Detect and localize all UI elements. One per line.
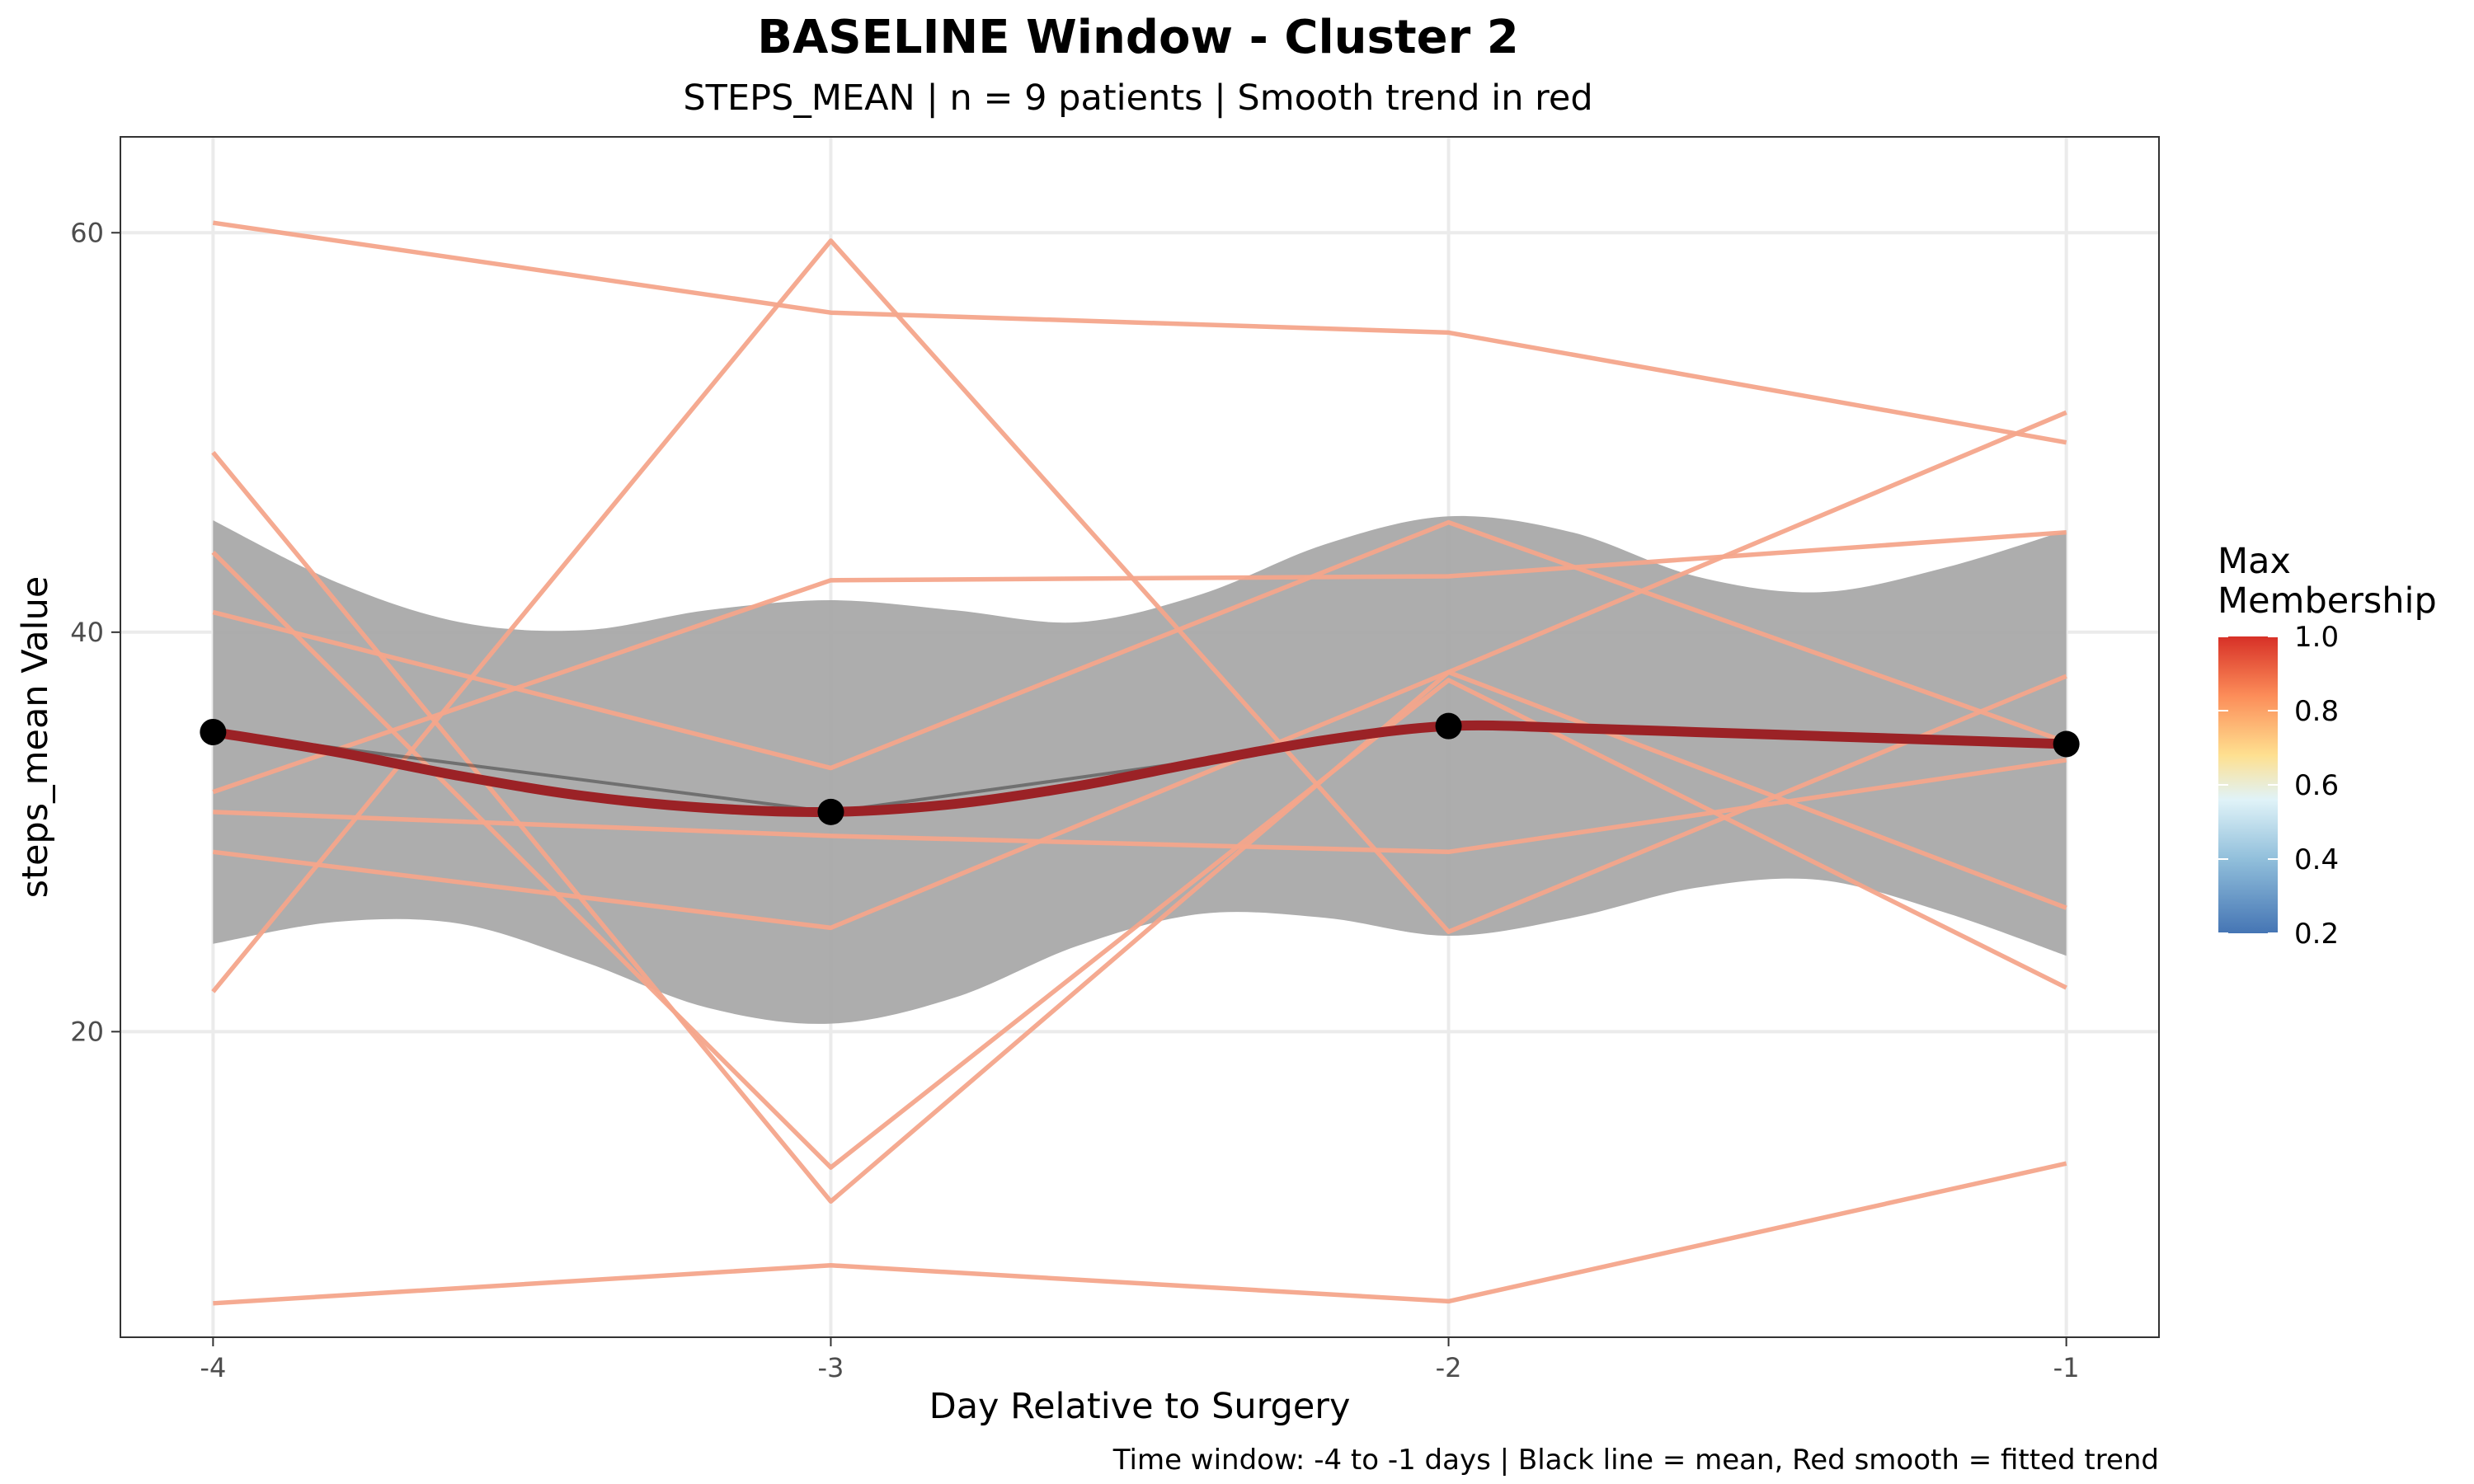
legend-ticks: 1.0 0.8 0.6 0.4 0.2	[2218, 621, 2339, 951]
chart-title: BASELINE Window - Cluster 2	[757, 11, 1518, 64]
patient-line-8	[213, 410, 2067, 931]
x-tick-label: -2	[1436, 1352, 1462, 1383]
mean-point	[817, 798, 844, 825]
legend-title-line-1: Max	[2218, 541, 2291, 582]
y-tick-label: 40	[70, 617, 104, 648]
legend-label: 1.0	[2294, 621, 2339, 654]
x-axis-title: Day Relative to Surgery	[929, 1386, 1351, 1427]
x-tick-label: -4	[200, 1352, 226, 1383]
legend-label: 0.2	[2294, 918, 2339, 951]
legend: Max Membership 1.0 0.8 0.6 0.4 0.2	[2218, 541, 2437, 951]
smooth-trend-line	[208, 720, 2072, 818]
patient-line-6	[212, 519, 2067, 771]
chart-subtitle: STEPS_MEAN | n = 9 patients | Smooth tre…	[683, 77, 1592, 119]
mean-point	[200, 718, 227, 745]
mean-points-layer	[200, 712, 2080, 825]
y-axis-title: steps_mean Value	[15, 576, 56, 899]
y-tick-label: 20	[70, 1016, 104, 1047]
patient-line-9	[213, 1161, 2067, 1306]
patient-line-3	[211, 451, 2067, 1205]
x-tick-label: -1	[2053, 1352, 2080, 1383]
legend-label: 0.6	[2294, 769, 2339, 802]
mean-point	[1435, 712, 1462, 740]
smooth-line-layer	[208, 720, 2072, 818]
legend-label: 0.4	[2294, 843, 2339, 876]
data-layer	[200, 220, 2080, 1306]
x-axis: -4 -3 -2 -1	[200, 1337, 2080, 1383]
chart-caption: Time window: -4 to -1 days | Black line …	[1112, 1444, 2159, 1477]
plot-panel-border	[120, 136, 2160, 1338]
y-axis: 20 40 60	[70, 217, 120, 1047]
mean-point	[2053, 730, 2080, 758]
patient-line-7	[213, 758, 2067, 855]
patient-lines-layer	[211, 220, 2067, 1306]
legend-label: 0.8	[2294, 695, 2339, 728]
patient-line-4	[211, 550, 2067, 1170]
x-tick-label: -3	[818, 1352, 844, 1383]
y-tick-label: 60	[70, 217, 104, 248]
patient-line-1	[212, 220, 2067, 445]
legend-title-line-2: Membership	[2218, 580, 2437, 622]
patient-line-5	[212, 529, 2067, 795]
